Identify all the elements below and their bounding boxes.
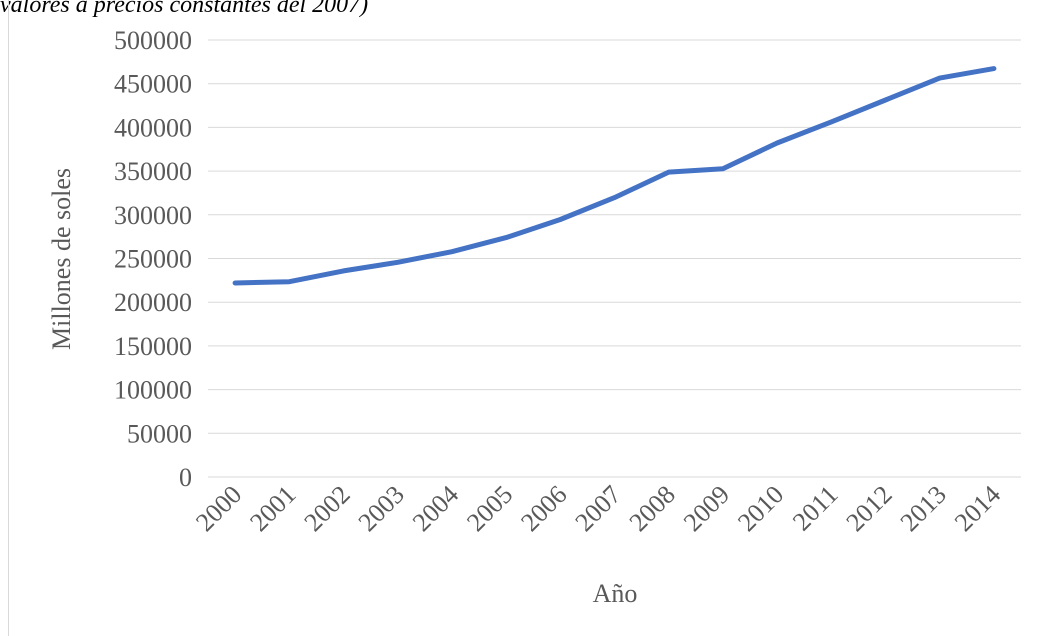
y-tick-label: 250000 <box>114 245 192 274</box>
y-tick-label: 50000 <box>127 419 192 448</box>
x-tick-label: 2010 <box>732 480 789 537</box>
x-tick-label: 2009 <box>678 480 735 537</box>
y-tick-label: 500000 <box>114 26 192 55</box>
data-point-2000 <box>234 282 236 284</box>
data-point-2008 <box>668 171 670 173</box>
data-point-2014 <box>993 68 995 70</box>
y-axis-title: Millones de soles <box>47 168 76 350</box>
data-point-2001 <box>288 281 290 283</box>
data-point-2002 <box>343 270 344 272</box>
data-point-2013 <box>939 77 941 79</box>
data-point-2004 <box>451 251 453 253</box>
chart-caption: valores a precios constantes del 2007) <box>0 0 369 18</box>
y-tick-label: 100000 <box>114 376 192 405</box>
x-tick-label: 2008 <box>624 480 681 537</box>
x-tick-label: 2001 <box>244 480 301 537</box>
x-tick-labels: 2000200120022003200420052006200720082009… <box>190 480 1006 537</box>
x-tick-label: 2002 <box>298 480 355 537</box>
data-point-2011 <box>830 121 832 123</box>
y-tick-labels: 0 50000 100000 150000 200000 250000 300000 3500… <box>114 26 192 492</box>
x-tick-label: 2007 <box>569 480 626 537</box>
data-point-2006 <box>559 219 561 221</box>
y-tick-label: 0 <box>179 463 192 492</box>
y-tick-label: 300000 <box>114 201 192 230</box>
chart-frame-border <box>8 0 9 636</box>
y-tick-label: 400000 <box>114 113 192 142</box>
gridlines <box>208 39 1021 478</box>
y-tick-label: 150000 <box>114 332 192 361</box>
series-lines <box>232 66 997 286</box>
x-tick-label: 2012 <box>840 480 897 537</box>
data-point-2010 <box>776 142 778 144</box>
x-tick-label: 2005 <box>461 480 518 537</box>
data-point-2007 <box>614 197 615 199</box>
data-point-2005 <box>505 237 507 239</box>
y-tick-label: 350000 <box>114 157 192 186</box>
x-tick-label: 2004 <box>407 480 464 537</box>
y-tick-label: 200000 <box>114 288 192 317</box>
y-tick-label: 450000 <box>114 70 192 99</box>
x-tick-label: 2006 <box>515 480 572 537</box>
data-point-2003 <box>397 261 399 263</box>
x-tick-label: 2013 <box>895 480 952 537</box>
data-point-2012 <box>885 99 886 101</box>
data-point-2009 <box>722 168 724 170</box>
series-line-0 <box>232 66 997 286</box>
x-axis-title: Año <box>593 579 638 608</box>
x-tick-label: 2011 <box>787 480 844 537</box>
x-tick-label: 2003 <box>353 480 410 537</box>
x-tick-label: 2000 <box>190 480 247 537</box>
x-tick-label: 2014 <box>949 480 1006 537</box>
